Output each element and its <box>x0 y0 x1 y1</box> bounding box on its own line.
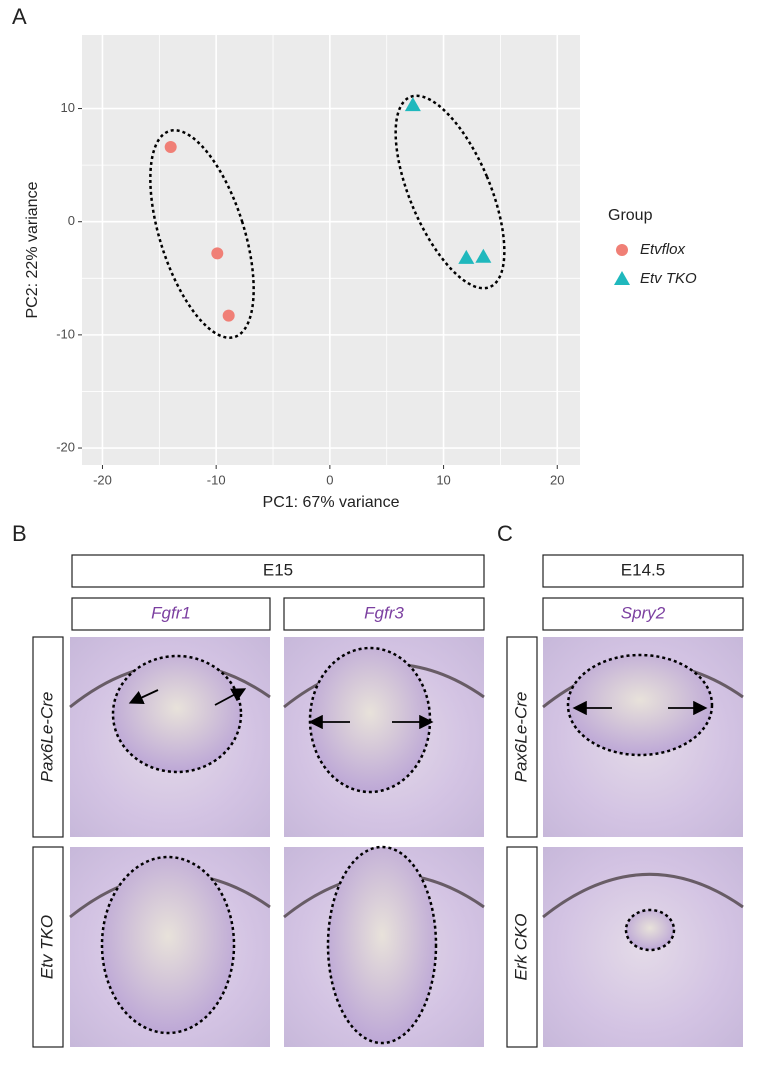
lens <box>310 648 430 792</box>
row-label: Pax6Le-Cre <box>37 692 56 783</box>
row-label-box <box>506 846 538 1048</box>
column-label-box <box>283 597 485 631</box>
point <box>404 97 421 112</box>
y-tick-label: 0 <box>68 213 75 228</box>
lens <box>568 655 712 755</box>
x-axis-title: PC1: 67% variance <box>263 494 400 511</box>
group-ellipse <box>394 94 506 290</box>
x-tick-label: 0 <box>326 472 333 487</box>
arrow <box>128 689 159 705</box>
y-tick-label: -20 <box>56 439 75 454</box>
panel-header: E15 <box>263 560 293 579</box>
x-tick-label: -10 <box>207 472 226 487</box>
panel-label: C <box>497 521 513 546</box>
point <box>164 141 177 154</box>
x-tick-label: -20 <box>93 472 112 487</box>
arrow <box>214 688 247 706</box>
lens <box>328 847 436 1043</box>
point <box>458 249 475 264</box>
row-label: Pax6Le-Cre <box>511 692 530 783</box>
column-label-box <box>542 597 744 631</box>
lens <box>626 910 674 950</box>
row-label-box <box>506 636 538 838</box>
grid <box>82 35 580 465</box>
y-tick-label: -10 <box>56 326 75 341</box>
panel-header: E14.5 <box>621 560 665 579</box>
panel-header-box <box>71 554 485 588</box>
x-tick-label: 20 <box>550 472 564 487</box>
point <box>222 309 235 322</box>
retina-band <box>542 872 744 919</box>
legend-title: Group <box>608 207 653 224</box>
legend-label: Etv TKO <box>640 270 697 287</box>
y-tick-label: 10 <box>61 100 75 115</box>
plot-background <box>82 35 580 465</box>
lens-outline <box>326 845 438 1045</box>
legend-label: Etvflox <box>640 241 686 258</box>
points <box>164 97 492 322</box>
legend-swatch <box>616 244 628 256</box>
row-label-box <box>32 846 64 1048</box>
lens <box>113 656 241 772</box>
column-label: Fgfr1 <box>151 603 191 622</box>
lens-outline <box>111 654 243 774</box>
panel-label: A <box>12 4 27 29</box>
lens-outline <box>624 908 676 952</box>
y-axis-title: PC2: 22% variance <box>24 181 41 318</box>
column-label: Spry2 <box>621 603 666 622</box>
legend-swatch <box>614 271 630 285</box>
micrographs: E15 Fgfr1 Fgfr3 Pax6Le-Cre Etv TKO E14.5 Spry2… <box>32 554 744 1048</box>
panel-header-box <box>542 554 744 588</box>
point <box>475 248 492 263</box>
lens-outline <box>100 855 236 1035</box>
group-ellipse <box>149 129 255 339</box>
row-label-box <box>32 636 64 838</box>
x-tick-label: 10 <box>436 472 450 487</box>
lens <box>102 857 234 1033</box>
column-label: Fgfr3 <box>364 603 404 622</box>
row-label: Etv TKO <box>37 915 56 979</box>
lens-outline <box>566 653 714 757</box>
column-label-box <box>71 597 271 631</box>
point <box>211 247 224 260</box>
row-label: Erk CKO <box>511 913 530 980</box>
panel-label: B <box>12 521 27 546</box>
